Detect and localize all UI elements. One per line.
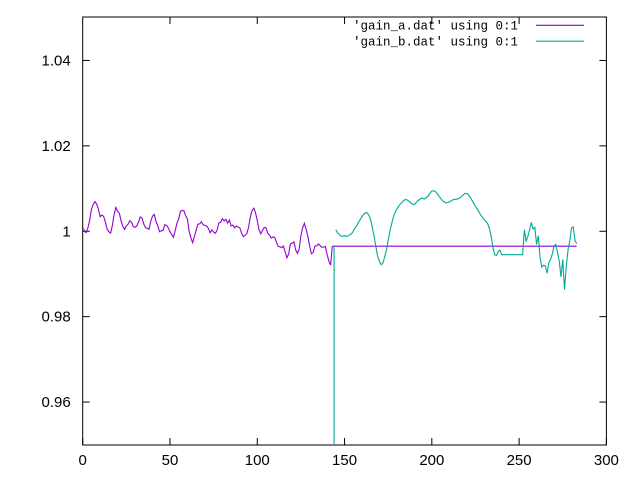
svg-text:0: 0 [79,452,87,469]
svg-text:0.98: 0.98 [41,309,70,326]
svg-text:1.04: 1.04 [41,52,70,69]
svg-text:1: 1 [62,223,70,240]
svg-text:300: 300 [594,452,619,469]
svg-text:250: 250 [507,452,532,469]
svg-text:1.02: 1.02 [41,138,70,155]
svg-text:50: 50 [162,452,179,469]
svg-text:'gain_a.dat' using 0:1: 'gain_a.dat' using 0:1 [353,20,518,34]
svg-text:'gain_b.dat' using 0:1: 'gain_b.dat' using 0:1 [353,36,518,50]
svg-text:150: 150 [332,452,357,469]
svg-text:100: 100 [245,452,270,469]
svg-text:0.96: 0.96 [41,394,70,411]
svg-text:200: 200 [419,452,444,469]
